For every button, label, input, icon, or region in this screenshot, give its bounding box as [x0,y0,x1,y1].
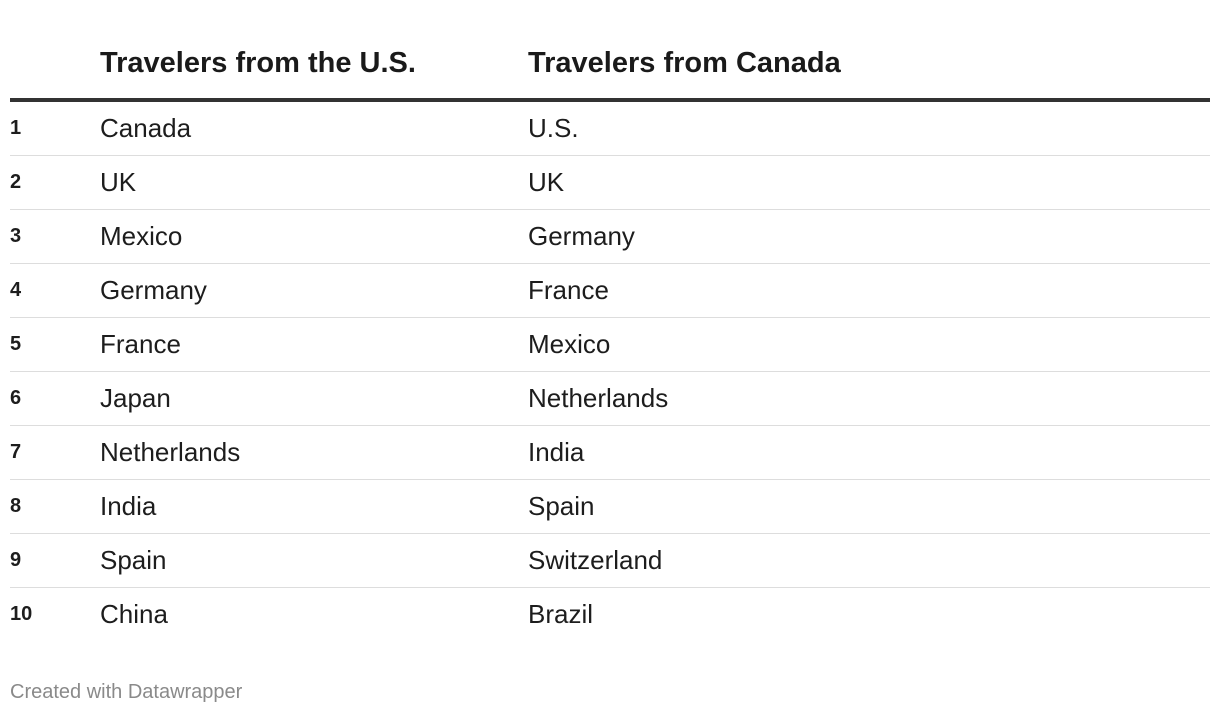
us-destination-cell: Canada [100,100,528,156]
rank-cell: 3 [10,209,100,264]
canada-destination-cell: Switzerland [528,533,1210,588]
rank-cell: 10 [10,603,33,625]
us-destination-cell: Spain [100,533,528,588]
canada-destination-cell: Germany [528,209,1210,264]
table-row: 4 Germany France [10,263,1210,318]
canada-destination-cell: Mexico [528,317,1210,372]
canada-destination-cell: Spain [528,479,1210,534]
table-row: 6 Japan Netherlands [10,371,1210,426]
canada-destination-cell: UK [528,155,1210,210]
header-rank [10,0,100,102]
ranking-table: Travelers from the U.S. Travelers from C… [10,0,1210,641]
header-canada-travelers-label: Travelers from Canada [528,47,841,79]
table-row: 3 Mexico Germany [10,209,1210,264]
table-body: 1 Canada U.S. 2 UK UK 3 Mexico Germany 4… [10,100,1210,641]
us-destination-cell: France [100,317,528,372]
header-row: Travelers from the U.S. Travelers from C… [10,0,1210,102]
datawrapper-credit[interactable]: Created with Datawrapper [10,681,243,703]
rank-cell: 7 [10,425,100,480]
table-row: 10 China Brazil [10,588,1210,642]
ranking-table-container: Travelers from the U.S. Travelers from C… [10,0,1210,641]
header-canada-travelers: Travelers from Canada [528,0,1210,102]
us-destination-cell: India [100,479,528,534]
header-rank-label [10,80,100,98]
us-destination-cell: UK [100,155,528,210]
header-us-travelers-label: Travelers from the U.S. [100,47,416,79]
table-row: 9 Spain Switzerland [10,533,1210,588]
table-row: 8 India Spain [10,479,1210,534]
rank-cell: 8 [10,479,100,534]
table-row: 5 France Mexico [10,317,1210,372]
rank-cell: 9 [10,533,100,588]
rank-cell: 2 [10,155,100,210]
rank-cell: 5 [10,317,100,372]
rank-cell: 1 [10,100,100,156]
rank-cell: 4 [10,263,100,318]
canada-destination-cell: France [528,263,1210,318]
table-header: Travelers from the U.S. Travelers from C… [10,0,1210,102]
table-row: 1 Canada U.S. [10,100,1210,156]
us-destination-cell: Japan [100,371,528,426]
header-us-travelers: Travelers from the U.S. [100,0,528,102]
rank-cell: 6 [10,371,100,426]
us-destination-cell: Germany [100,263,528,318]
canada-destination-cell: Netherlands [528,371,1210,426]
canada-destination-cell: U.S. [528,100,1210,156]
us-destination-cell: China [100,599,168,629]
canada-destination-cell: India [528,425,1210,480]
us-destination-cell: Netherlands [100,425,528,480]
table-row: 2 UK UK [10,155,1210,210]
us-destination-cell: Mexico [100,209,528,264]
canada-destination-cell: Brazil [528,599,594,629]
table-row: 7 Netherlands India [10,425,1210,480]
